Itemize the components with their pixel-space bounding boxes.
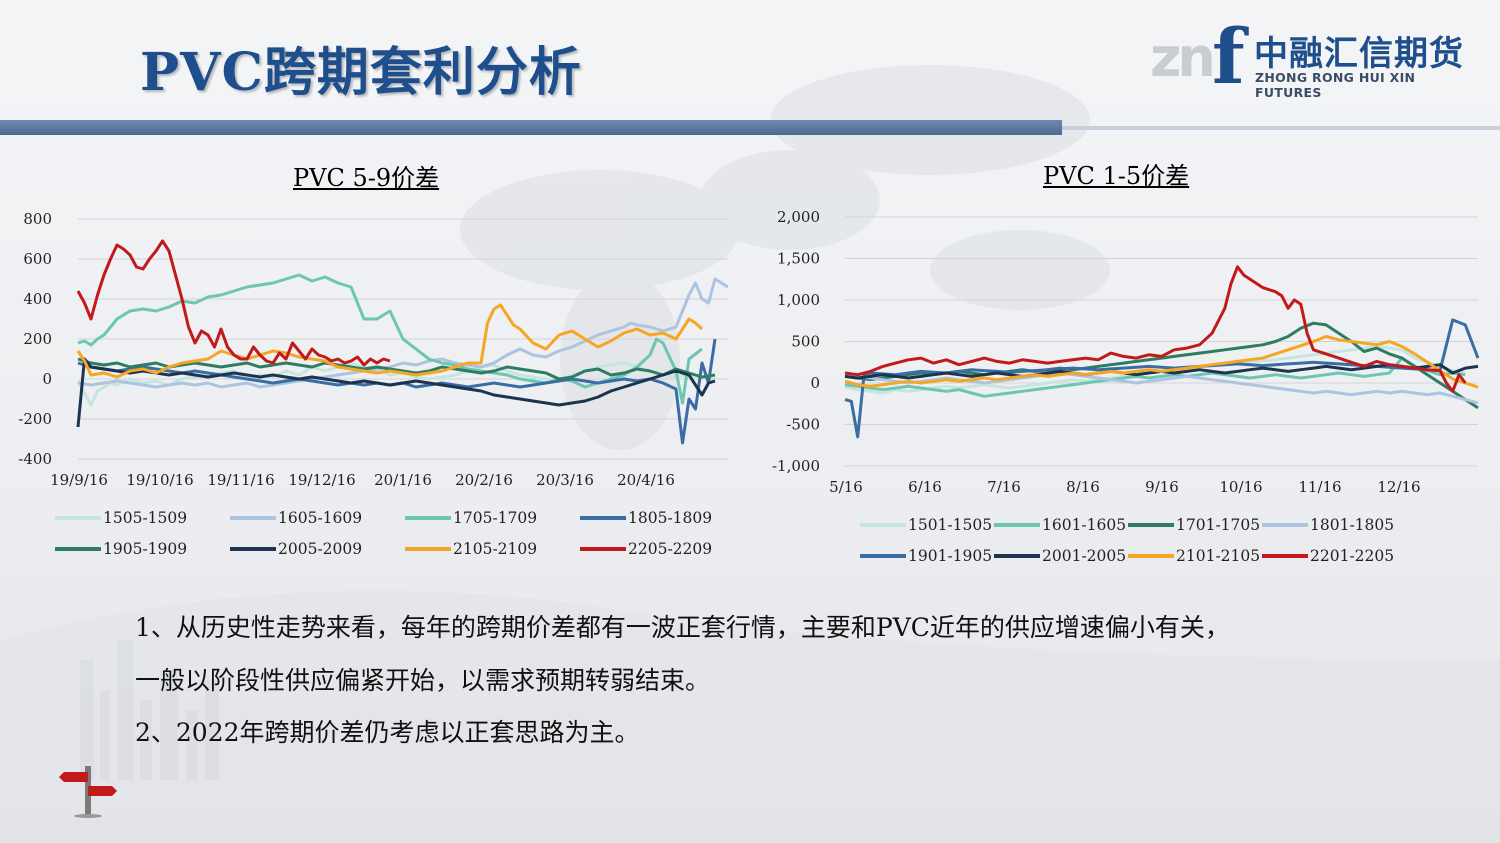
- legend-label: 2201-2205: [1310, 547, 1394, 565]
- signpost-icon: [59, 766, 117, 818]
- x-tick-label: 9/16: [1145, 478, 1179, 496]
- x-tick-label: 8/16: [1066, 478, 1100, 496]
- chart-pvc-1-5-spread: 2,000 1,500 1,000 500 0 -500 -1,000 5/16 6/16 7/1…: [772, 208, 1480, 565]
- x-tick-label: 12/16: [1377, 478, 1420, 496]
- y-tick-label: 800: [23, 210, 52, 228]
- x-tick-label: 20/1/16: [374, 471, 432, 489]
- y-tick-label: 1,500: [777, 250, 820, 268]
- y-tick-label: -500: [786, 416, 820, 434]
- y-tick-label: 200: [23, 330, 52, 348]
- y-tick-label: 500: [791, 333, 820, 351]
- x-tick-label: 20/4/16: [617, 471, 675, 489]
- body-text-line-3: 2、2022年跨期价差仍考虑以正套思路为主。: [135, 718, 640, 747]
- series-line-1801-1805: [844, 371, 1479, 405]
- series-line-1805-1809: [77, 338, 717, 445]
- body-text-line-2: 一般以阶段性供应偏紧开始，以需求预期转弱结束。: [135, 666, 711, 695]
- y-tick-label: -200: [18, 410, 52, 428]
- legend-label: 2105-2109: [453, 540, 537, 558]
- y-tick-label: 0: [42, 370, 52, 388]
- body-text-line-1: 1、从历史性走势来看，每年的跨期价差都有一波正套行情，主要和PVC近年的供应增速…: [135, 613, 1230, 642]
- legend-label: 1605-1609: [278, 509, 362, 527]
- series-line-2005-2009: [76, 357, 716, 428]
- y-tick-label: 400: [23, 290, 52, 308]
- series-line-1705-1709: [77, 273, 703, 405]
- y-tick-label: -400: [18, 450, 52, 468]
- chart2-title: PVC 1-5价差: [1043, 162, 1190, 190]
- legend-label: 1901-1905: [908, 547, 992, 565]
- logo-name-cn: 中融汇信期货: [1254, 34, 1464, 74]
- series-line-2105-2109: [76, 303, 704, 379]
- y-tick-label: 0: [810, 374, 820, 392]
- legend-label: 2001-2005: [1042, 547, 1126, 565]
- x-tick-label: 7/16: [987, 478, 1021, 496]
- chart-pvc-5-9-spread: 800 600 400 200 0 -200 -400 19/9/16 19/10/16 19/1…: [18, 210, 729, 558]
- series-line-2201-2205: [844, 265, 1467, 393]
- x-tick-label: 11/16: [1298, 478, 1341, 496]
- legend-label: 2005-2009: [278, 540, 362, 558]
- legend-label: 1601-1605: [1042, 516, 1126, 534]
- legend-label: 1501-1505: [908, 516, 992, 534]
- legend-label: 1505-1509: [103, 509, 187, 527]
- y-tick-label: 2,000: [777, 208, 820, 226]
- y-tick-label: 1,000: [777, 291, 820, 309]
- header-divider-bar: [0, 120, 1062, 135]
- x-tick-label: 6/16: [908, 478, 942, 496]
- series-line-2101-2105: [844, 335, 1479, 389]
- x-tick-label: 19/12/16: [288, 471, 355, 489]
- x-tick-label: 5/16: [829, 478, 863, 496]
- legend-label: 1701-1705: [1176, 516, 1260, 534]
- legend-label: 1905-1909: [103, 540, 187, 558]
- chart1-title: PVC 5-9价差: [293, 164, 440, 192]
- logo-name-en: ZHONG RONG HUI XIN FUTURES: [1255, 70, 1416, 100]
- series-line-1605-1609: [77, 277, 729, 389]
- series-line-1601-1605: [844, 356, 1466, 398]
- x-tick-label: 20/2/16: [455, 471, 513, 489]
- logo-mark-f: f: [1212, 12, 1245, 101]
- logo-mark-zn: zn: [1150, 26, 1216, 89]
- x-tick-label: 19/11/16: [207, 471, 274, 489]
- legend-label: 1805-1809: [628, 509, 712, 527]
- x-tick-label: 19/10/16: [126, 471, 193, 489]
- y-tick-label: 600: [23, 250, 52, 268]
- legend-label: 2205-2209: [628, 540, 712, 558]
- x-tick-label: 20/3/16: [536, 471, 594, 489]
- slide-title: PVC跨期套利分析: [140, 42, 582, 103]
- series-line-2205-2209: [76, 239, 391, 367]
- legend-label: 1801-1805: [1310, 516, 1394, 534]
- series-line-1905-1909: [77, 357, 716, 381]
- legend-label: 2101-2105: [1176, 547, 1260, 565]
- company-logo: zn f 中融汇信期货 ZHONG RONG HUI XIN FUTURES: [1150, 12, 1470, 101]
- header-divider-light: [1062, 126, 1500, 130]
- x-tick-label: 19/9/16: [50, 471, 108, 489]
- x-tick-label: 10/16: [1219, 478, 1262, 496]
- y-tick-label: -1,000: [772, 457, 820, 475]
- legend-label: 1705-1709: [453, 509, 537, 527]
